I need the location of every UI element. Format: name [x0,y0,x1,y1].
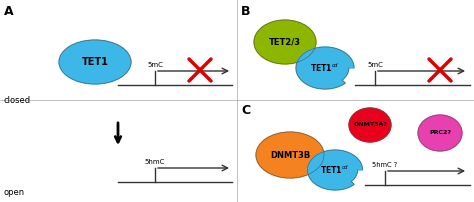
Text: DNMT3A?: DNMT3A? [353,122,387,127]
Text: DNMT3B: DNMT3B [270,150,310,160]
Text: TET1$^{cd}$: TET1$^{cd}$ [320,164,350,176]
Ellipse shape [418,115,462,151]
Ellipse shape [256,132,324,178]
Text: PRC2?: PRC2? [429,130,451,136]
Polygon shape [308,150,363,190]
Text: TET1: TET1 [82,57,109,67]
Text: B: B [241,5,250,18]
Text: C: C [241,104,250,117]
Text: 5mC: 5mC [367,62,383,68]
Text: TET1$^{cd}$: TET1$^{cd}$ [310,62,340,74]
Text: 5hmC: 5hmC [145,159,165,165]
Text: 5mC: 5mC [147,62,163,68]
Text: 5hmC ?: 5hmC ? [373,162,398,168]
Polygon shape [296,47,354,89]
Ellipse shape [59,40,131,84]
Text: open: open [4,188,25,197]
Text: closed: closed [4,96,31,105]
Text: A: A [4,5,14,18]
Text: TET2/3: TET2/3 [269,38,301,46]
Ellipse shape [349,108,391,142]
Ellipse shape [254,20,316,64]
